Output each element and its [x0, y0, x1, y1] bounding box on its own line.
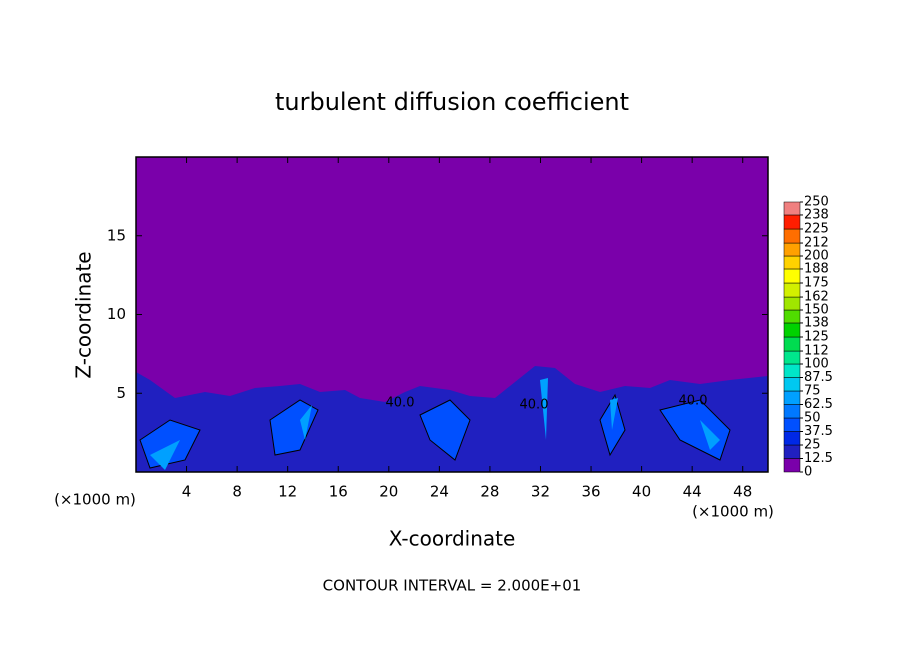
- colorbar-label: 100: [804, 357, 829, 372]
- colorbar-segment: [783, 282, 801, 298]
- colorbar-segment: [783, 296, 801, 311]
- x-unit-label: (×1000 m): [692, 503, 774, 521]
- colorbar-segment: [783, 363, 801, 378]
- colorbar-segment: [783, 255, 801, 270]
- colorbar-label: 12.5: [804, 451, 833, 466]
- x-tick-label: 12: [278, 483, 297, 501]
- contour-patch: [139, 393, 731, 469]
- colorbar-label: 87.5: [804, 370, 833, 385]
- x-tick-label: 4: [182, 483, 192, 501]
- x-tick-label: 28: [480, 483, 499, 501]
- colorbar-segment: [783, 390, 801, 405]
- colorbar-label: 238: [804, 207, 829, 222]
- colorbar-segment: [783, 268, 801, 284]
- x-tick-label: 32: [531, 483, 550, 501]
- colorbar-segment: [783, 228, 801, 244]
- contour-label: 40.0: [679, 394, 708, 409]
- x-tick-label: 20: [379, 483, 398, 501]
- x-tick-label: 40: [632, 483, 651, 501]
- colorbar-segment: [783, 336, 801, 352]
- colorbar-label: 75: [804, 384, 821, 399]
- field: [136, 157, 768, 472]
- x-tick-label: 24: [430, 483, 449, 501]
- contour-interval: CONTOUR INTERVAL = 2.000E+01: [323, 577, 582, 595]
- colorbar-label: 225: [804, 222, 829, 237]
- colorbar-label: 0: [804, 465, 812, 480]
- y-axis-label: Z-coordinate: [72, 251, 96, 378]
- colorbar-label: 62.5: [804, 397, 833, 412]
- colorbar-label: 112: [804, 344, 829, 359]
- colorbar-label: 212: [804, 236, 829, 251]
- colorbar-label: 125: [804, 330, 829, 345]
- colorbar-segment: [783, 377, 801, 392]
- colorbar-segment: [783, 309, 801, 324]
- colorbar-segment: [783, 458, 801, 473]
- colorbar-label: 250: [804, 195, 829, 210]
- chart-title: turbulent diffusion coefficient: [275, 88, 629, 116]
- colorbar-segment: [783, 444, 801, 459]
- colorbar-segment: [783, 322, 801, 338]
- colorbar-label: 175: [804, 276, 829, 291]
- x-axis-label: X-coordinate: [389, 527, 516, 551]
- colorbar-segment: [783, 417, 801, 432]
- colorbar-label: 162: [804, 290, 829, 305]
- colorbar-label: 37.5: [804, 424, 833, 439]
- x-tick-label: 36: [581, 483, 600, 501]
- colorbar-label: 200: [804, 249, 829, 264]
- x-tick-label: 44: [683, 483, 702, 501]
- y-tick-label: 10: [107, 305, 126, 323]
- colorbar-label: 188: [804, 261, 829, 276]
- colorbar-segment: [783, 214, 801, 230]
- x-tick-label: 48: [733, 483, 752, 501]
- colorbar-label: 150: [804, 303, 829, 318]
- x-unit-label: (×1000 m): [54, 491, 136, 509]
- y-tick-label: 15: [107, 226, 126, 244]
- contour-label: 40.0: [520, 398, 549, 413]
- contour-label: 40.0: [386, 396, 415, 411]
- x-tick-label: 8: [232, 483, 242, 501]
- colorbar-label: 25: [804, 438, 821, 453]
- colorbar-segment: [783, 242, 801, 257]
- colorbar-label: 50: [804, 411, 821, 426]
- x-tick-label: 16: [329, 483, 348, 501]
- colorbar-label: 138: [804, 315, 829, 330]
- colorbar-segment: [783, 201, 801, 216]
- y-tick-label: 5: [116, 384, 126, 402]
- colorbar-segment: [783, 404, 801, 419]
- colorbar-segment: [783, 350, 801, 365]
- colorbar-segment: [783, 431, 801, 446]
